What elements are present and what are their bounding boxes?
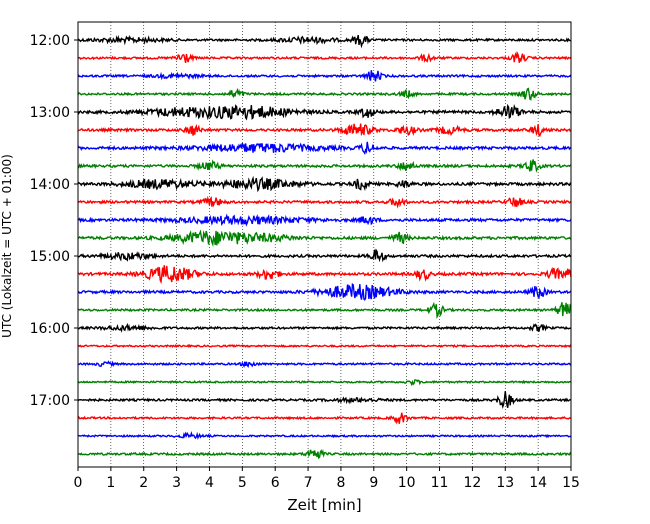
trace-1430 [77, 213, 572, 227]
x-tick-label: 4 [205, 475, 214, 491]
x-tick-label: 3 [172, 475, 181, 491]
trace-1645 [77, 379, 572, 387]
trace-1745 [77, 449, 572, 460]
y-ticks: 12:00 13:00 14:00 15:00 16:00 17:00 [30, 33, 78, 409]
traces-layer [77, 34, 572, 460]
trace-1300 [77, 103, 572, 121]
trace-1615 [77, 343, 572, 349]
trace-1500 [77, 248, 572, 263]
x-tick-label: 15 [562, 475, 580, 491]
trace-1230 [77, 70, 572, 82]
x-axis-label: Zeit [min] [287, 496, 361, 514]
trace-1715 [77, 412, 572, 425]
trace-1730 [77, 430, 572, 440]
grid-layer [110, 22, 539, 467]
x-ticks: 0 1 2 3 4 5 6 7 8 9 10 11 12 13 14 15 [74, 467, 580, 491]
x-tick-label: 0 [74, 475, 83, 491]
trace-1630 [77, 360, 572, 368]
trace-1315 [77, 123, 572, 138]
trace-1245 [77, 87, 572, 101]
trace-1330 [77, 141, 572, 155]
x-tick-label: 5 [238, 475, 247, 491]
trace-1545 [77, 301, 572, 319]
x-tick-label: 8 [336, 475, 345, 491]
x-tick-label: 2 [139, 475, 148, 491]
y-axis-label: UTC (Lokalzeit = UTC + 01:00) [0, 154, 14, 338]
x-tick-label: 1 [106, 475, 115, 491]
trace-1400 [77, 175, 572, 193]
trace-1700 [77, 391, 572, 410]
y-tick-label: 12:00 [30, 33, 70, 49]
x-tick-label: 14 [529, 475, 547, 491]
y-tick-label: 15:00 [30, 249, 70, 265]
trace-1445 [77, 229, 572, 247]
x-tick-label: 11 [431, 475, 449, 491]
y-tick-label: 14:00 [30, 177, 70, 193]
y-tick-label: 13:00 [30, 105, 70, 121]
x-tick-label: 9 [369, 475, 378, 491]
x-tick-label: 10 [398, 475, 416, 491]
trace-1530 [77, 282, 572, 301]
y-tick-label: 17:00 [30, 393, 70, 409]
x-tick-label: 12 [463, 475, 481, 491]
trace-1215 [77, 51, 572, 63]
trace-1415 [77, 195, 572, 209]
x-tick-label: 6 [271, 475, 280, 491]
trace-1345 [77, 159, 572, 173]
trace-1200 [77, 34, 572, 49]
trace-1515 [77, 265, 572, 285]
trace-1600 [77, 322, 572, 333]
x-tick-label: 13 [496, 475, 514, 491]
y-tick-label: 16:00 [30, 321, 70, 337]
plot-frame [77, 21, 572, 468]
x-tick-label: 7 [304, 475, 313, 491]
